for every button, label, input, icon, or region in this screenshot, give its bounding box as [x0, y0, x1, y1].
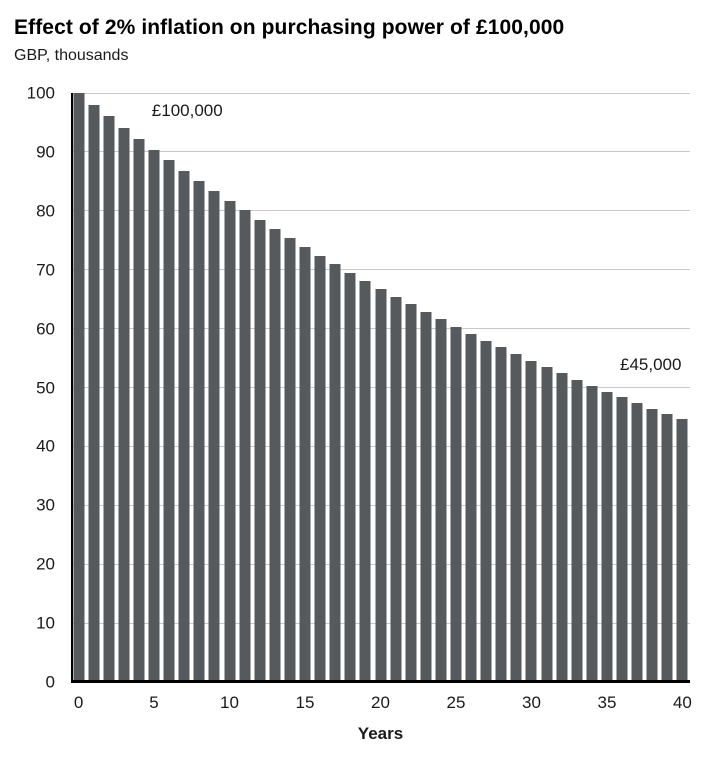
x-tick-label: 5	[149, 693, 159, 712]
bar-year-12	[254, 219, 266, 682]
bar-year-17	[329, 264, 341, 682]
y-tick-label: 70	[36, 260, 55, 280]
plot-area: £100,000 £45,000	[71, 92, 690, 683]
bar-year-22	[405, 304, 417, 682]
bar-year-18	[344, 272, 356, 682]
x-tick-label: 0	[73, 693, 84, 712]
bar-year-13	[269, 229, 281, 682]
bar-year-28	[495, 347, 507, 682]
bar-year-23	[420, 311, 432, 682]
x-tick-label: 20	[371, 693, 390, 712]
bar-year-20	[375, 288, 386, 682]
y-tick-label: 50	[36, 378, 55, 397]
bar-year-36	[616, 397, 628, 682]
bar-year-9	[208, 190, 220, 682]
bar-year-5	[148, 149, 160, 682]
bar-year-0	[73, 93, 85, 682]
bar-year-34	[586, 385, 598, 682]
x-tick-label: 35	[597, 693, 617, 712]
bars	[71, 93, 690, 682]
bar-year-25	[450, 326, 462, 682]
y-axis-labels: 0 10 20 30 40 50 60 70 80 90 100	[0, 85, 55, 691]
bar-year-8	[193, 180, 205, 682]
bar-year-38	[646, 408, 658, 682]
bar-year-40	[676, 419, 688, 682]
x-axis-line	[71, 680, 690, 683]
bar-year-16	[314, 255, 326, 682]
bar-year-29	[510, 354, 522, 682]
bar-year-30	[525, 360, 537, 682]
gridline	[71, 269, 690, 271]
bar-year-24	[435, 319, 447, 682]
bar-year-32	[556, 373, 568, 682]
y-tick-label: 0	[45, 672, 55, 692]
bar-year-39	[661, 414, 673, 682]
y-tick-label: 60	[36, 319, 55, 339]
chart-subtitle: GBP, thousands	[14, 47, 129, 64]
bar-year-3	[118, 127, 130, 682]
bar-year-31	[541, 367, 553, 682]
bar-year-27	[480, 340, 492, 682]
bar-year-4	[133, 138, 145, 682]
bar-year-14	[284, 238, 296, 682]
bar-year-7	[178, 170, 190, 682]
annotation-2: £45,000	[620, 355, 682, 375]
y-tick-label: 90	[36, 142, 55, 162]
x-tick-label: 25	[446, 693, 466, 712]
y-tick-label: 20	[36, 554, 55, 574]
gridline	[71, 151, 690, 153]
bar-year-10	[224, 200, 236, 682]
bar-year-2	[103, 116, 115, 682]
x-tick-label: 40	[672, 693, 692, 712]
x-axis-title: Years	[357, 724, 404, 743]
gridline	[71, 210, 690, 212]
bar-year-21	[390, 296, 402, 682]
x-axis-labels: 0 5 10 15 20 25 30 35 40	[71, 693, 692, 716]
x-tick-label: 30	[522, 693, 541, 712]
y-tick-label: 10	[36, 613, 55, 633]
x-tick-label: 15	[295, 693, 315, 712]
bar-year-15	[299, 246, 311, 682]
gridline	[71, 92, 690, 94]
bar-year-11	[239, 210, 251, 682]
bar-year-6	[163, 160, 175, 682]
bar-year-33	[571, 379, 583, 682]
y-axis-line	[71, 93, 73, 682]
y-tick-label: 40	[36, 436, 55, 456]
bar-year-35	[601, 391, 613, 682]
bar-year-19	[359, 280, 371, 682]
y-tick-label: 80	[36, 201, 55, 221]
bar-year-37	[631, 403, 643, 682]
x-tick-label: 10	[220, 693, 239, 712]
annotation-1: £100,000	[151, 100, 223, 120]
bar-year-1	[88, 104, 100, 682]
y-tick-label: 100	[26, 83, 55, 103]
chart-title: Effect of 2% inflation on purchasing pow…	[14, 16, 565, 39]
y-tick-label: 30	[36, 495, 55, 515]
bar-year-26	[465, 333, 477, 682]
